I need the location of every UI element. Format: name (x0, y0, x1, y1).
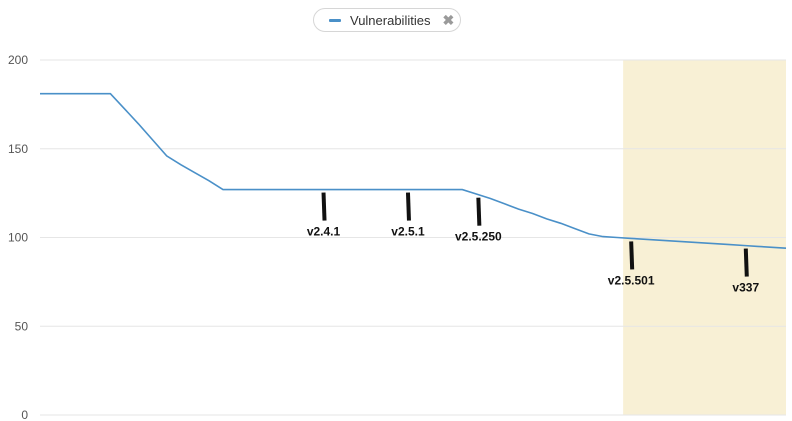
y-tick-label: 50 (15, 319, 29, 333)
annotation-label: v337 (732, 281, 759, 295)
y-tick-label: 100 (8, 231, 28, 245)
y-tick-label: 0 (21, 408, 28, 421)
annotation-marker (476, 197, 482, 226)
y-tick-label: 150 (8, 142, 28, 156)
annotation-marker (743, 248, 749, 277)
annotation-marker (629, 241, 635, 270)
annotation-marker (321, 192, 327, 221)
chart-legend[interactable]: Vulnerabilities ✖ (313, 8, 461, 32)
annotation-label: v2.5.501 (608, 273, 655, 287)
annotation-label: v2.5.250 (455, 230, 502, 244)
annotation-marker (405, 192, 411, 221)
y-tick-label: 200 (8, 53, 28, 67)
legend-series-swatch (329, 18, 341, 22)
annotation-label: v2.5.1 (391, 225, 425, 239)
legend-series-label: Vulnerabilities (350, 12, 431, 28)
close-icon[interactable]: ✖ (442, 11, 455, 28)
series-line-vulnerabilities (40, 92, 787, 249)
annotation-label: v2.4.1 (307, 225, 341, 239)
